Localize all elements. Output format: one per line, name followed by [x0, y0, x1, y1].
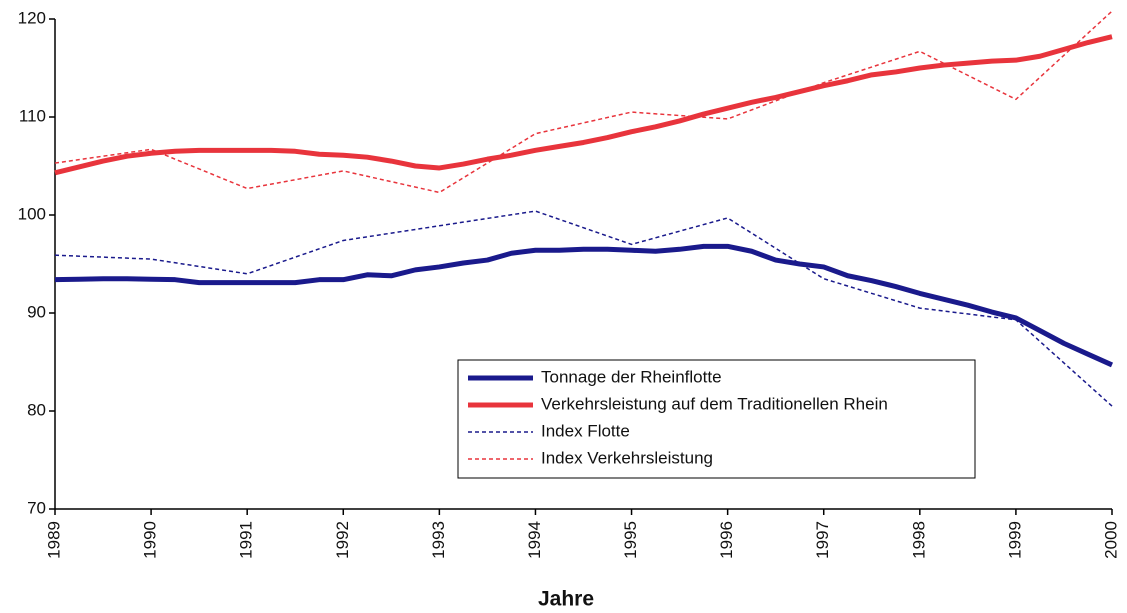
legend-label: Index Verkehrsleistung — [541, 448, 713, 467]
x-tick-label: 1998 — [909, 521, 928, 559]
x-tick-label: 1994 — [525, 521, 544, 559]
x-tick-label: 1997 — [813, 521, 832, 559]
x-tick-label: 1999 — [1005, 521, 1024, 559]
x-tick-label: 1991 — [237, 521, 256, 559]
x-tick-label: 1993 — [429, 521, 448, 559]
y-tick-label: 120 — [18, 8, 46, 27]
series-line — [54, 34, 1113, 176]
y-tick-label: 100 — [18, 204, 46, 223]
x-tick-label: 1995 — [621, 521, 640, 559]
x-tick-label: 1996 — [717, 521, 736, 559]
y-tick-label: 70 — [27, 498, 46, 517]
x-tick-label: 1989 — [44, 521, 63, 559]
x-tick-label: 1992 — [333, 521, 352, 559]
y-tick-label: 110 — [19, 106, 46, 125]
series-line — [54, 210, 1113, 407]
legend-box — [457, 359, 976, 479]
series-line — [54, 10, 1113, 194]
x-tick-label: 2000 — [1101, 521, 1120, 559]
legend-label: Verkehrsleistung auf dem Traditionellen … — [541, 394, 888, 413]
y-tick-label: 90 — [27, 302, 46, 321]
x-axis-label: Jahre — [538, 588, 594, 611]
series-line — [54, 243, 1114, 368]
legend-label: Index Flotte — [541, 421, 630, 440]
legend-label: Tonnage der Rheinflotte — [541, 367, 722, 386]
y-tick-label: 80 — [27, 400, 46, 419]
x-tick-label: 1990 — [141, 521, 160, 559]
